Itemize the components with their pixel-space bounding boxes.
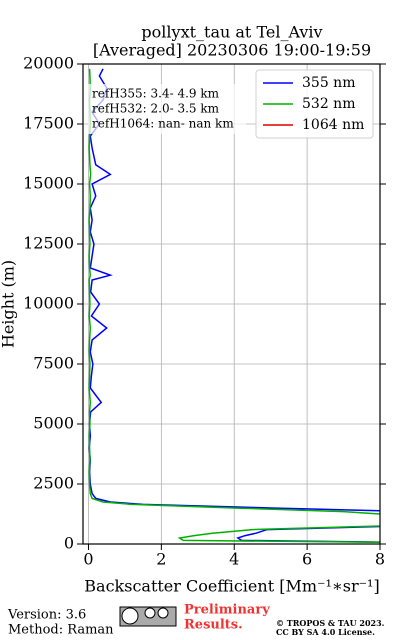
y-tick-label: 10000	[23, 294, 74, 313]
annotation: refH355: 3.4- 4.9 km	[92, 87, 220, 101]
x-axis-label: Backscatter Coefficient [Mm⁻¹∗sr⁻¹]	[84, 577, 379, 596]
cc-logo	[119, 606, 177, 627]
y-tick-label: 5000	[33, 414, 74, 433]
legend-label: 1064 nm	[302, 117, 364, 133]
y-tick-label: 2500	[33, 474, 74, 493]
x-tick-label: 2	[156, 550, 166, 569]
y-axis-label: Height (m)	[0, 260, 18, 348]
copyright: © TROPOS & TAU 2023.	[276, 618, 385, 628]
y-tick-label: 12500	[23, 234, 74, 253]
x-tick-label: 0	[83, 550, 93, 569]
preliminary: Results.	[184, 618, 243, 633]
chart-title: pollyxt_tau at Tel_Aviv	[141, 23, 322, 42]
legend-label: 532 nm	[302, 96, 355, 112]
plot-frame	[82, 63, 381, 545]
chart-subtitle: [Averaged] 20230306 19:00-19:59	[93, 41, 371, 60]
y-tick-label: 7500	[33, 354, 74, 373]
annotation: refH532: 2.0- 3.5 km	[92, 102, 220, 116]
y-tick-label: 20000	[23, 54, 74, 73]
version: Version: 3.6	[7, 608, 86, 623]
legend-box	[255, 69, 374, 139]
preliminary: Preliminary	[184, 603, 270, 618]
x-tick-label: 8	[375, 550, 385, 569]
method: Method: Raman	[8, 623, 114, 638]
legend-label: 355 nm	[302, 75, 355, 91]
y-tick-label: 15000	[23, 174, 74, 193]
x-tick-label: 4	[229, 550, 239, 569]
y-tick-label: 0	[64, 534, 74, 553]
plot-area	[77, 63, 386, 550]
x-tick-label: 6	[302, 550, 312, 569]
data-line	[88, 68, 380, 543]
y-tick-label: 17500	[23, 114, 74, 133]
annotation: refH1064: nan- nan km	[92, 117, 234, 131]
copyright: CC BY SA 4.0 License.	[276, 627, 375, 637]
annotation-box	[88, 84, 246, 134]
data-line	[88, 68, 380, 543]
